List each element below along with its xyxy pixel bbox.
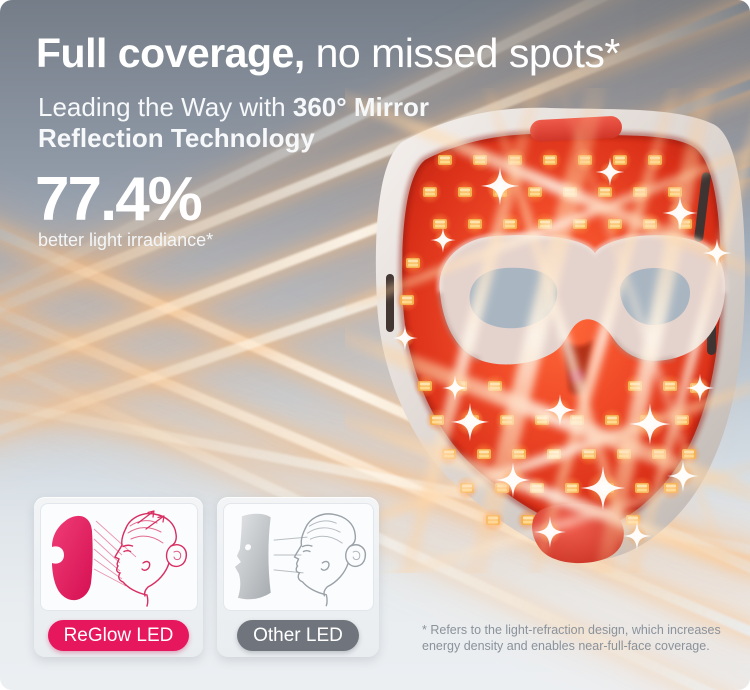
- reglow-mask-illustration: [51, 510, 187, 607]
- footnote-line-2: energy density and enables near-full-fac…: [422, 639, 710, 654]
- footnote-line-1: * Refers to the light-refraction design,…: [422, 623, 721, 637]
- light-ray-lines: [93, 520, 136, 587]
- other-illustration-panel: [222, 503, 374, 611]
- subheadline-lead: Leading the Way with: [38, 92, 286, 122]
- footnote: * Refers to the light-refraction design,…: [422, 622, 721, 655]
- other-led-label: Other LED: [253, 625, 343, 646]
- headline-emphasis: Full coverage,: [36, 30, 305, 76]
- page-title: Full coverage, no missed spots*: [36, 30, 620, 77]
- reglow-mask-shape: [51, 515, 93, 601]
- stat-caption: better light irradiance*: [38, 230, 214, 250]
- headline-rest: no missed spots*: [304, 30, 621, 76]
- reglow-led-badge: ReGlow LED: [47, 620, 190, 651]
- subheadline: Leading the Way with 360° Mirror Reflect…: [38, 92, 429, 154]
- face-line-art: [293, 513, 366, 607]
- reglow-led-label: ReGlow LED: [63, 625, 174, 646]
- stat-value: 77.4%: [35, 165, 203, 234]
- connector-lines: [273, 536, 307, 574]
- subheadline-emphasis-1: 360° Mirror: [292, 92, 429, 122]
- reflection-arrows: [136, 510, 165, 530]
- comparison-card-reglow: ReGlow LED: [34, 497, 203, 657]
- other-mask-shape: [234, 513, 271, 600]
- led-mask-product-image: [295, 62, 750, 614]
- other-led-badge: Other LED: [237, 620, 359, 651]
- face-line-art: [113, 512, 187, 607]
- comparison-card-other: Other LED: [217, 497, 379, 657]
- other-mask-illustration: [234, 513, 366, 607]
- reglow-illustration-panel: [39, 503, 198, 611]
- subheadline-emphasis-2: Reflection Technology: [38, 123, 315, 154]
